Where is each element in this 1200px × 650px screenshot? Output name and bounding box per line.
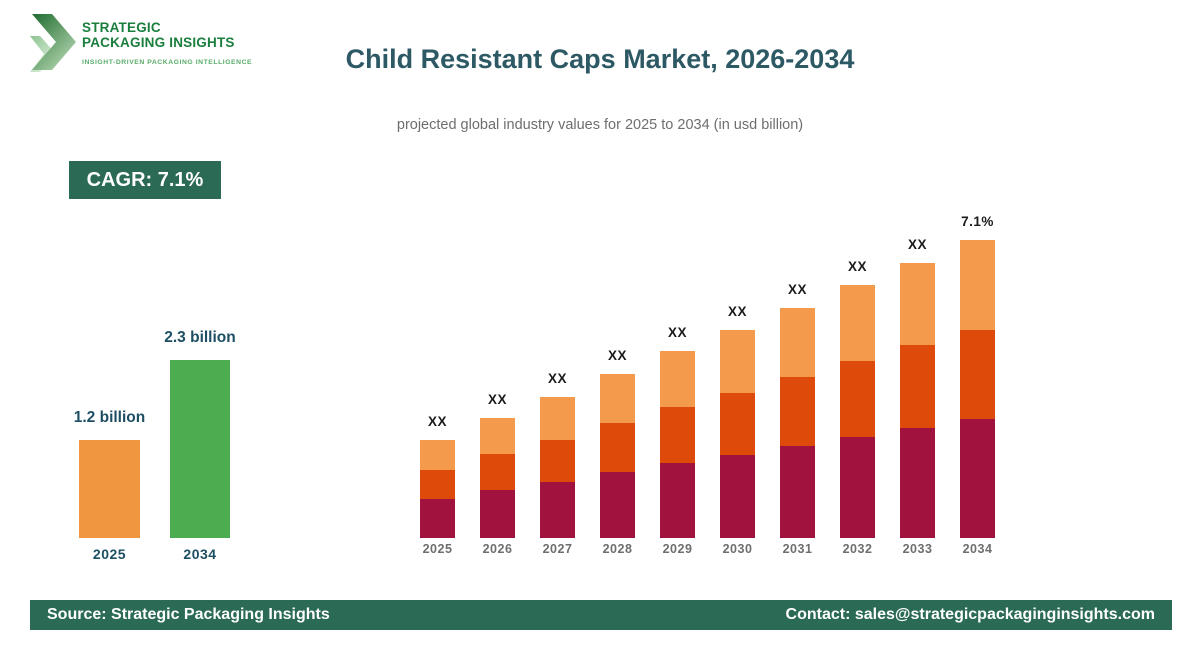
projection-year-label-2026: 2026 <box>482 542 513 556</box>
projection-value-label-2025: XX <box>427 414 447 429</box>
segment-top-2026 <box>480 418 515 454</box>
segment-bottom-2034 <box>960 419 995 538</box>
segment-middle-2031 <box>780 377 815 446</box>
segment-bottom-2027 <box>540 482 575 538</box>
segment-middle-2033 <box>900 345 935 428</box>
segment-middle-2028 <box>600 423 635 472</box>
projection-value-label-2032: XX <box>847 259 867 274</box>
projection-bar-2025 <box>420 440 455 538</box>
chevron-logo-icon <box>30 14 76 72</box>
projection-value-label-2030: XX <box>727 304 747 319</box>
footer-contact: Contact: sales@strategicpackaginginsight… <box>785 606 1155 623</box>
segment-middle-2027 <box>540 440 575 482</box>
summary-bar-2034 <box>170 360 230 538</box>
projection-year-label-2029: 2029 <box>662 542 693 556</box>
segment-middle-2030 <box>720 393 755 455</box>
segment-top-2029 <box>660 351 695 407</box>
projection-year-label-2030: 2030 <box>722 542 753 556</box>
projection-bar-2034 <box>960 240 995 538</box>
segment-bottom-2033 <box>900 428 935 538</box>
segment-top-2031 <box>780 308 815 377</box>
segment-bottom-2032 <box>840 437 875 538</box>
segment-middle-2025 <box>420 470 455 499</box>
cagr-badge: CAGR: 7.1% <box>69 161 221 199</box>
projection-year-label-2027: 2027 <box>542 542 573 556</box>
projection-year-label-2033: 2033 <box>902 542 933 556</box>
summary-value-label-2025: 1.2 billion <box>73 409 146 426</box>
page-subtitle: projected global industry values for 202… <box>396 117 804 133</box>
projection-value-label-2029: XX <box>667 325 687 340</box>
brand-name-line1: STRATEGIC <box>82 20 161 35</box>
projection-year-label-2028: 2028 <box>602 542 633 556</box>
summary-year-label-2025: 2025 <box>92 546 127 562</box>
segment-bottom-2026 <box>480 490 515 538</box>
projection-year-label-2032: 2032 <box>842 542 873 556</box>
segment-top-2033 <box>900 263 935 345</box>
projection-year-label-2031: 2031 <box>782 542 813 556</box>
projection-bar-2032 <box>840 285 875 538</box>
segment-middle-2029 <box>660 407 695 463</box>
segment-top-2032 <box>840 285 875 361</box>
projection-year-label-2025: 2025 <box>422 542 453 556</box>
projection-bar-2028 <box>600 374 635 538</box>
segment-top-2034 <box>960 240 995 330</box>
summary-year-label-2034: 2034 <box>183 546 217 562</box>
segment-top-2025 <box>420 440 455 470</box>
segment-middle-2026 <box>480 454 515 490</box>
projection-bar-2033 <box>900 263 935 538</box>
segment-top-2028 <box>600 374 635 423</box>
projection-bar-2031 <box>780 308 815 538</box>
segment-bottom-2030 <box>720 455 755 538</box>
projection-year-label-2034: 2034 <box>962 542 993 556</box>
projection-bar-2029 <box>660 351 695 538</box>
footer-bar: Source: Strategic Packaging Insights Con… <box>30 600 1172 630</box>
segment-bottom-2028 <box>600 472 635 538</box>
segment-middle-2032 <box>840 361 875 437</box>
segment-top-2030 <box>720 330 755 393</box>
summary-bar-2025 <box>79 440 140 538</box>
summary-value-label-2034: 2.3 billion <box>164 329 236 346</box>
page-title: Child Resistant Caps Market, 2026-2034 <box>345 44 855 74</box>
projection-value-label-2034: 7.1% <box>961 214 994 229</box>
projection-value-label-2031: XX <box>787 282 807 297</box>
projection-value-label-2033: XX <box>907 237 927 252</box>
segment-bottom-2031 <box>780 446 815 538</box>
projection-value-label-2028: XX <box>607 348 627 363</box>
brand-name-line2: PACKAGING INSIGHTS <box>82 35 235 50</box>
brand-logo: STRATEGIC PACKAGING INSIGHTS INSIGHT-DRI… <box>30 12 252 74</box>
projection-bar-2026 <box>480 418 515 538</box>
segment-top-2027 <box>540 397 575 440</box>
projection-bar-2027 <box>540 397 575 538</box>
segment-bottom-2025 <box>420 499 455 538</box>
brand-tagline: INSIGHT-DRIVEN PACKAGING INTELLIGENCE <box>82 59 253 66</box>
footer-source: Source: Strategic Packaging Insights <box>47 606 330 623</box>
projection-value-label-2027: XX <box>547 371 567 386</box>
segment-middle-2034 <box>960 330 995 419</box>
segment-bottom-2029 <box>660 463 695 538</box>
projection-value-label-2026: XX <box>487 392 507 407</box>
projection-bar-2030 <box>720 330 755 538</box>
